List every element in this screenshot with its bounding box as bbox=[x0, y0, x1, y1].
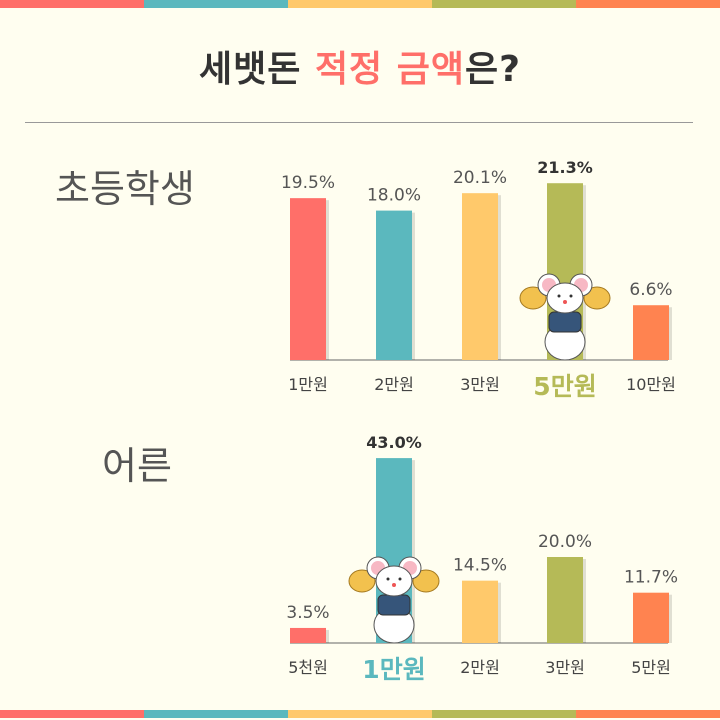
divider bbox=[25, 122, 693, 123]
stripe-segment bbox=[144, 0, 288, 8]
category-label: 2만원 bbox=[374, 375, 414, 394]
category-label: 3만원 bbox=[460, 375, 500, 394]
data-label: 18.0% bbox=[367, 186, 421, 206]
category-label: 1만원 bbox=[362, 655, 425, 684]
bar bbox=[633, 305, 669, 360]
stripe-segment bbox=[576, 710, 720, 718]
mouse-mascot-icon bbox=[519, 273, 611, 361]
stripe-segment bbox=[432, 0, 576, 8]
bar bbox=[290, 198, 326, 360]
stripe-segment bbox=[144, 710, 288, 718]
stripe-segment bbox=[288, 710, 432, 718]
data-label: 19.5% bbox=[281, 173, 335, 193]
category-label: 5만원 bbox=[631, 658, 671, 677]
stripe-segment bbox=[288, 0, 432, 8]
title-highlight: 적정 금액 bbox=[314, 49, 465, 90]
data-label: 21.3% bbox=[537, 158, 593, 177]
category-label: 10만원 bbox=[626, 375, 676, 394]
chart-title-adult: 어른 bbox=[102, 444, 172, 488]
bar bbox=[376, 210, 412, 360]
bar bbox=[290, 627, 326, 643]
category-label: 5천원 bbox=[288, 658, 328, 677]
data-label: 6.6% bbox=[629, 280, 672, 300]
data-label: 43.0% bbox=[366, 433, 422, 452]
bottom-stripe bbox=[0, 710, 720, 718]
title-part1: 세뱃돈 bbox=[199, 49, 315, 90]
data-label: 20.0% bbox=[538, 532, 592, 552]
stripe-segment bbox=[0, 710, 144, 718]
page-title: 세뱃돈 적정 금액은? bbox=[0, 40, 720, 92]
category-label: 5만원 bbox=[533, 372, 596, 401]
data-label: 14.5% bbox=[453, 556, 507, 576]
category-label: 1만원 bbox=[288, 375, 328, 394]
chart-title-elementary: 초등학생 bbox=[55, 167, 195, 211]
bar bbox=[633, 592, 669, 643]
data-label: 3.5% bbox=[286, 603, 329, 623]
stripe-segment bbox=[576, 0, 720, 8]
category-label: 3만원 bbox=[545, 658, 585, 677]
bar bbox=[547, 557, 583, 643]
bar bbox=[462, 193, 498, 360]
title-part2: 은? bbox=[464, 49, 521, 90]
category-label: 2만원 bbox=[460, 658, 500, 677]
bar bbox=[462, 580, 498, 643]
stripe-segment bbox=[432, 710, 576, 718]
mouse-mascot-icon bbox=[348, 556, 440, 644]
top-stripe bbox=[0, 0, 720, 8]
data-label: 11.7% bbox=[624, 568, 678, 588]
stripe-segment bbox=[0, 0, 144, 8]
data-label: 20.1% bbox=[453, 168, 507, 188]
